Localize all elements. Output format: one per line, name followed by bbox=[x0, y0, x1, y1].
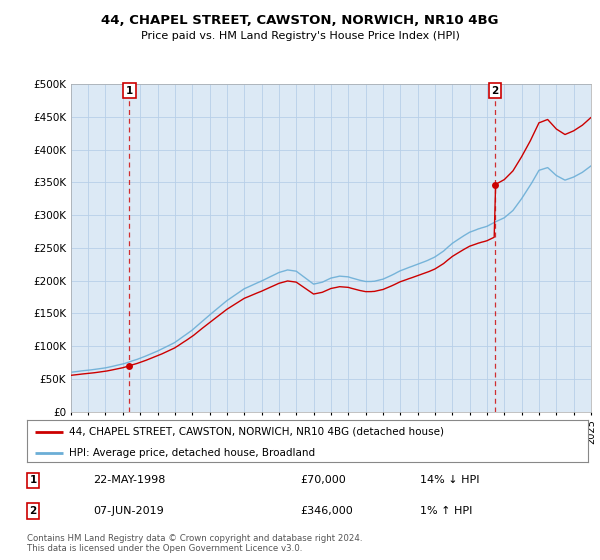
Text: HPI: Average price, detached house, Broadland: HPI: Average price, detached house, Broa… bbox=[69, 448, 315, 458]
Text: 1% ↑ HPI: 1% ↑ HPI bbox=[420, 506, 472, 516]
Text: Contains HM Land Registry data © Crown copyright and database right 2024.
This d: Contains HM Land Registry data © Crown c… bbox=[27, 534, 362, 553]
Text: £70,000: £70,000 bbox=[300, 475, 346, 485]
Text: 07-JUN-2019: 07-JUN-2019 bbox=[93, 506, 164, 516]
Text: 44, CHAPEL STREET, CAWSTON, NORWICH, NR10 4BG: 44, CHAPEL STREET, CAWSTON, NORWICH, NR1… bbox=[101, 14, 499, 27]
Text: 14% ↓ HPI: 14% ↓ HPI bbox=[420, 475, 479, 485]
Text: 2: 2 bbox=[29, 506, 37, 516]
Text: 2: 2 bbox=[491, 86, 499, 96]
Text: 1: 1 bbox=[29, 475, 37, 485]
Text: 22-MAY-1998: 22-MAY-1998 bbox=[93, 475, 166, 485]
Text: 1: 1 bbox=[126, 86, 133, 96]
Text: £346,000: £346,000 bbox=[300, 506, 353, 516]
Text: 44, CHAPEL STREET, CAWSTON, NORWICH, NR10 4BG (detached house): 44, CHAPEL STREET, CAWSTON, NORWICH, NR1… bbox=[69, 427, 444, 437]
Text: Price paid vs. HM Land Registry's House Price Index (HPI): Price paid vs. HM Land Registry's House … bbox=[140, 31, 460, 41]
